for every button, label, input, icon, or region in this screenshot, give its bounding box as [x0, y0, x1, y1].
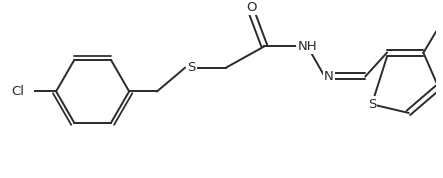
Text: NH: NH [298, 40, 317, 53]
Text: S: S [368, 98, 376, 111]
Text: Cl: Cl [11, 85, 24, 98]
Text: O: O [246, 1, 257, 14]
Text: S: S [187, 61, 196, 74]
Text: N: N [324, 70, 334, 83]
